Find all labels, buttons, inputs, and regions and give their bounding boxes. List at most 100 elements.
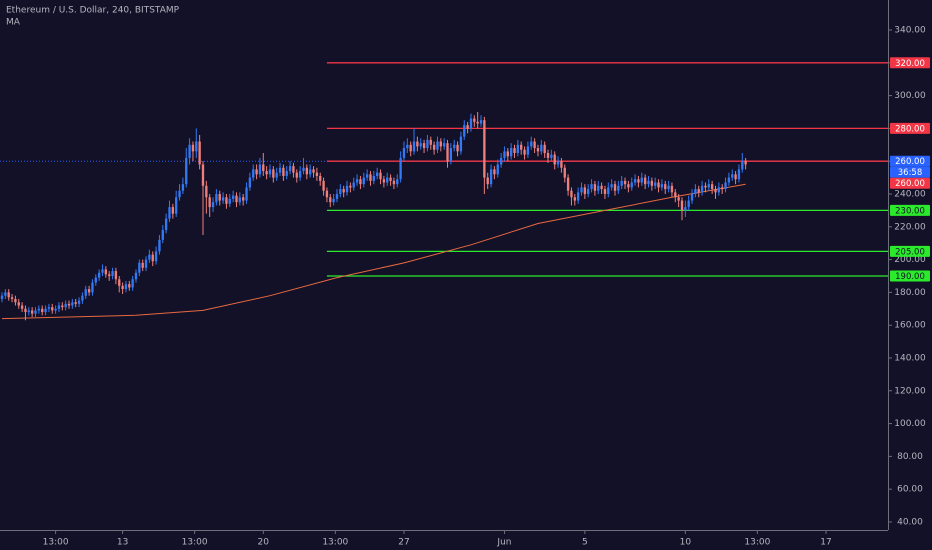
candle-body	[593, 184, 597, 191]
candle-body	[583, 187, 587, 194]
candle-body	[84, 289, 87, 296]
candle-body	[228, 198, 231, 204]
candle-body	[87, 289, 91, 293]
candle-body	[553, 154, 556, 165]
candle-body	[489, 169, 493, 185]
candle-body	[245, 187, 248, 201]
candle-body	[97, 272, 101, 278]
candle-body	[717, 187, 721, 193]
candle-body	[710, 184, 714, 190]
candle-body	[319, 175, 322, 181]
candle-body	[640, 177, 643, 183]
candle-body	[643, 177, 647, 185]
legend-ma: MA	[6, 18, 21, 28]
price-tag-label: 260.00	[895, 179, 925, 189]
candle-body	[630, 182, 633, 188]
candle-body	[560, 161, 563, 168]
candle-body	[215, 193, 218, 203]
candle-body	[198, 141, 201, 165]
candle-body	[101, 269, 104, 273]
candle-body	[680, 200, 684, 211]
candle-body	[704, 185, 707, 188]
candle-body	[721, 187, 724, 190]
candle-body	[416, 141, 419, 147]
candle-body	[255, 169, 258, 175]
candle-body	[436, 141, 439, 150]
candle-body	[57, 305, 61, 309]
price-tag	[890, 122, 930, 134]
y-tick-label: 240.00	[894, 189, 926, 199]
price-tag-label: 230.00	[895, 206, 925, 216]
candle-body	[265, 171, 268, 175]
candle-body	[51, 307, 54, 311]
candle-body	[432, 144, 436, 150]
candle-body	[108, 274, 111, 276]
candle-body	[298, 171, 302, 178]
candle-body	[329, 197, 332, 203]
candle-body	[540, 144, 543, 152]
candle-body	[744, 161, 747, 165]
candle-body	[714, 189, 717, 193]
candle-body	[587, 189, 590, 194]
candle-body	[530, 141, 533, 147]
candle-body	[546, 152, 550, 158]
candle-body	[10, 297, 14, 299]
price-tag-label: 320.00	[895, 59, 925, 69]
price-tag-label: 280.00	[895, 124, 925, 134]
candle-body	[47, 307, 51, 309]
candle-body	[412, 141, 416, 152]
x-tick-label: 13:00	[322, 538, 348, 548]
candle-body	[118, 279, 121, 286]
candle-body	[30, 310, 34, 314]
candle-body	[576, 192, 580, 201]
x-tick-label: 13:00	[744, 538, 770, 548]
candle-body	[27, 310, 30, 313]
candle-body	[503, 151, 506, 158]
y-tick-label: 200.00	[894, 255, 926, 265]
candle-body	[607, 187, 610, 194]
candle-body	[124, 284, 128, 290]
candle-body	[91, 282, 94, 293]
candle-body	[566, 177, 570, 191]
candle-body	[727, 177, 731, 183]
candle-body	[345, 185, 349, 193]
x-tick-label: 13	[117, 538, 128, 548]
price-tag	[890, 57, 930, 69]
candle-body	[533, 141, 536, 149]
candle-body	[690, 193, 694, 201]
candle-body	[456, 144, 459, 152]
price-tag-label: 36:58	[898, 168, 923, 178]
candle-body	[17, 302, 20, 306]
candle-body	[623, 180, 627, 185]
candle-body	[550, 154, 553, 158]
candle-body	[131, 279, 134, 288]
candle-body	[111, 271, 114, 276]
candle-body	[275, 172, 278, 178]
candle-body	[556, 161, 560, 165]
candle-body	[34, 310, 37, 314]
candle-body	[218, 193, 221, 201]
candle-body	[352, 182, 355, 188]
candle-body	[617, 185, 620, 191]
candle-body	[684, 207, 687, 211]
candle-body	[242, 197, 245, 201]
candle-body	[392, 180, 396, 185]
candle-body	[104, 269, 108, 275]
candle-body	[396, 179, 399, 185]
candle-body	[309, 169, 312, 175]
candle-body	[77, 300, 81, 304]
candle-body	[41, 308, 44, 313]
candle-body	[469, 118, 473, 129]
price-tag-label: 205.00	[895, 247, 925, 257]
candle-body	[382, 179, 386, 183]
price-tag	[890, 245, 930, 257]
y-tick-label: 300.00	[894, 91, 926, 101]
candle-body	[543, 144, 546, 153]
candle-body	[734, 174, 737, 180]
candle-body	[238, 197, 242, 203]
candle-body	[195, 141, 198, 152]
candle-body	[282, 167, 285, 176]
candle-body	[134, 272, 138, 280]
candle-body	[670, 185, 674, 193]
